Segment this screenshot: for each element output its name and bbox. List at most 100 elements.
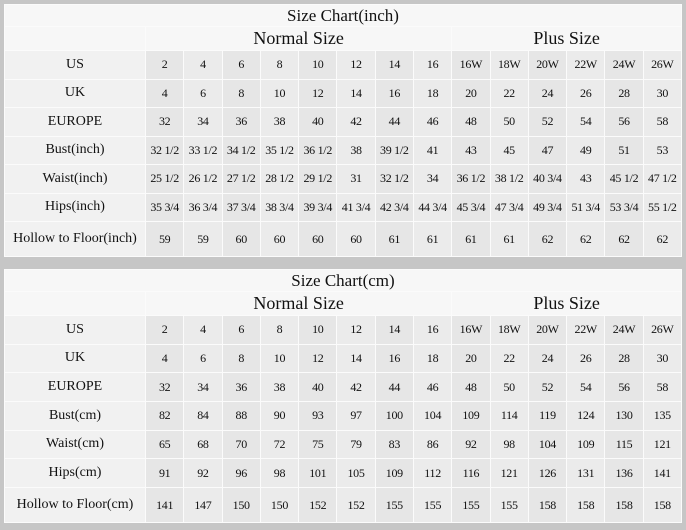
size-cell: 40: [298, 372, 338, 402]
size-cell: 28: [604, 78, 644, 108]
size-cell: 22W: [566, 315, 606, 345]
size-cell: 109: [374, 458, 414, 488]
row-label: Bust(cm): [4, 400, 146, 431]
size-cell: 51: [604, 135, 644, 165]
size-cell: 58: [642, 372, 683, 402]
size-cell: 10: [259, 343, 300, 374]
size-cell: 44 3/4: [412, 192, 453, 222]
size-cell: 141: [642, 458, 683, 488]
size-cell: 109: [566, 429, 606, 460]
size-cell: 6: [221, 50, 261, 80]
size-cell: 121: [642, 429, 683, 460]
size-cell: 6: [183, 343, 223, 374]
table-row-hollow: Hollow to Floor(inch) 59 59 60 60 60 60 61 61 61 6…: [4, 221, 683, 257]
size-cell: 10: [298, 315, 338, 345]
size-cell: 46: [412, 107, 453, 137]
size-cell: 105: [336, 458, 376, 488]
size-cell: 38 1/2: [489, 164, 529, 194]
size-cell: 40 3/4: [527, 164, 568, 194]
size-cell: 50: [489, 107, 529, 137]
size-cell: 20: [451, 78, 491, 108]
size-cell: 60: [259, 221, 300, 257]
size-cell: 43: [566, 164, 606, 194]
size-cell: 98: [259, 458, 300, 488]
size-cell: 109: [451, 400, 491, 431]
size-cell: 27 1/2: [221, 164, 261, 194]
size-cell: 52: [527, 372, 568, 402]
size-cell: 2: [144, 50, 185, 80]
table-row-uk: UK 4 6 8 10 12 14 16 18 20 22 24 26 28 30: [4, 78, 683, 108]
size-cell: 54: [566, 107, 606, 137]
size-cell: 75: [298, 429, 338, 460]
size-cell: 124: [566, 400, 606, 431]
size-cell: 158: [566, 487, 606, 523]
size-cell: 61: [412, 221, 453, 257]
size-cell: 60: [298, 221, 338, 257]
size-cell: 38 3/4: [259, 192, 300, 222]
size-cell: 115: [604, 429, 644, 460]
header-blank: [4, 291, 146, 316]
size-cell: 36 3/4: [183, 192, 223, 222]
plus-size-header: Plus Size: [451, 26, 682, 51]
size-cell: 10: [298, 50, 338, 80]
size-cell: 40: [298, 107, 338, 137]
size-cell: 82: [144, 400, 185, 431]
size-cell: 6: [221, 315, 261, 345]
size-cell: 58: [642, 107, 683, 137]
row-label: Bust(inch): [4, 135, 146, 165]
size-cell: 24: [527, 78, 568, 108]
size-cell: 8: [221, 78, 261, 108]
size-cell: 70: [221, 429, 261, 460]
table-row-waist: Waist(cm) 65 68 70 72 75 79 83 86 92 98 104 109 115 12…: [4, 429, 683, 460]
size-cell: 10: [259, 78, 300, 108]
size-cell: 62: [642, 221, 683, 257]
size-cell: 36: [221, 372, 261, 402]
size-cell: 150: [259, 487, 300, 523]
plus-size-header: Plus Size: [451, 291, 682, 316]
size-cell: 47 1/2: [642, 164, 683, 194]
size-cell: 155: [412, 487, 453, 523]
size-cell: 50: [489, 372, 529, 402]
size-cell: 18W: [489, 50, 529, 80]
size-cell: 44: [374, 107, 414, 137]
size-cell: 44: [374, 372, 414, 402]
size-cell: 38: [259, 107, 300, 137]
size-cell: 114: [489, 400, 529, 431]
size-cell: 83: [374, 429, 414, 460]
size-cell: 33 1/2: [183, 135, 223, 165]
size-cell: 158: [642, 487, 683, 523]
size-cell: 38: [259, 372, 300, 402]
size-cell: 6: [183, 78, 223, 108]
size-table: Size Chart(cm) Normal Size Plus Size US 2 4 6 8…: [4, 269, 683, 523]
size-cell: 53 3/4: [604, 192, 644, 222]
size-cell: 53: [642, 135, 683, 165]
row-label: US: [4, 315, 146, 345]
size-cell: 14: [336, 78, 376, 108]
chart-title: Size Chart(inch): [4, 4, 682, 27]
size-cell: 96: [221, 458, 261, 488]
size-cell: 42 3/4: [374, 192, 414, 222]
size-cell: 61: [489, 221, 529, 257]
size-cell: 20: [451, 343, 491, 374]
size-cell: 158: [604, 487, 644, 523]
size-cell: 26 1/2: [183, 164, 223, 194]
size-cell: 32: [144, 107, 185, 137]
size-cell: 60: [336, 221, 376, 257]
size-cell: 116: [451, 458, 491, 488]
size-cell: 42: [336, 372, 376, 402]
size-cell: 86: [412, 429, 453, 460]
size-cell: 104: [412, 400, 453, 431]
size-cell: 34 1/2: [221, 135, 261, 165]
table-row-bust: Bust(cm) 82 84 88 90 93 97 100 104 109 114 119 124 13…: [4, 400, 683, 431]
table-row-waist: Waist(inch) 25 1/2 26 1/2 27 1/2 28 1/2 29 1/…: [4, 164, 683, 194]
size-cell: 36: [221, 107, 261, 137]
size-cell: 36 1/2: [451, 164, 491, 194]
size-cell: 36 1/2: [298, 135, 338, 165]
size-cell: 2: [144, 315, 185, 345]
size-table: Size Chart(inch) Normal Size Plus Size US 2 4…: [4, 4, 683, 257]
size-cell: 24W: [604, 315, 644, 345]
size-cell: 61: [451, 221, 491, 257]
size-cell: 30: [642, 78, 683, 108]
size-cell: 112: [412, 458, 453, 488]
size-cell: 42: [336, 107, 376, 137]
